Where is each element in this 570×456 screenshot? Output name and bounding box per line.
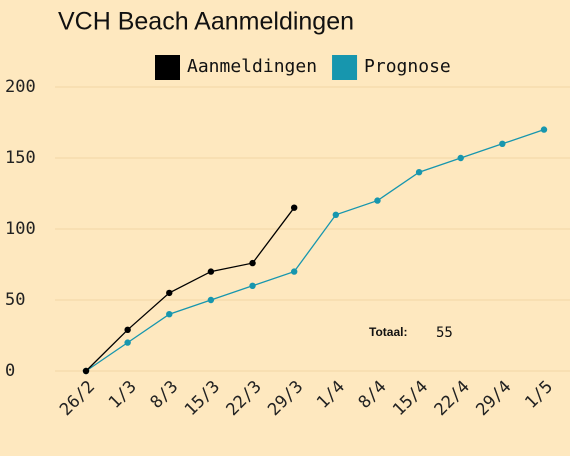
series-line xyxy=(85,207,295,372)
data-point xyxy=(124,339,131,346)
data-point xyxy=(290,268,298,275)
series-line xyxy=(85,128,545,372)
data-point xyxy=(249,259,256,267)
legend-label: Prognose xyxy=(364,56,451,77)
data-point xyxy=(332,211,340,218)
y-tick-label: 100 xyxy=(5,219,36,239)
y-tick-label: 0 xyxy=(5,361,15,381)
data-point xyxy=(207,296,215,304)
data-point xyxy=(374,197,381,204)
data-point xyxy=(207,268,215,275)
data-point xyxy=(457,154,464,162)
data-point xyxy=(290,204,298,211)
data-point xyxy=(499,140,506,147)
data-point xyxy=(415,169,423,176)
legend-label: Aanmeldingen xyxy=(187,56,317,77)
data-point xyxy=(166,311,173,318)
annotation-label: Totaal: xyxy=(369,325,407,339)
y-tick-label: 150 xyxy=(5,148,36,168)
data-point xyxy=(82,367,90,375)
data-point xyxy=(249,282,256,289)
y-tick-label: 200 xyxy=(5,77,36,97)
legend-swatch xyxy=(332,55,358,80)
legend-swatch xyxy=(155,55,180,80)
data-point xyxy=(124,326,131,334)
chart-title: VCH Beach Aanmeldingen xyxy=(58,8,354,36)
data-point xyxy=(540,126,548,133)
data-point xyxy=(166,289,173,297)
annotation-value: 55 xyxy=(436,325,453,341)
y-tick-label: 50 xyxy=(5,290,25,310)
